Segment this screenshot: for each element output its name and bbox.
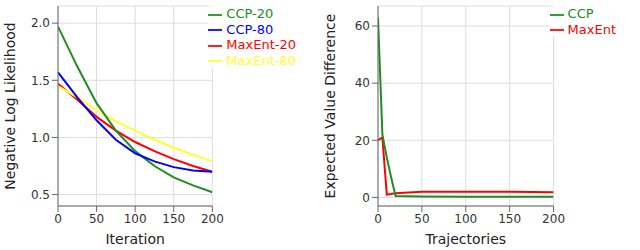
html-text:CCP-80: CCP-80 <box>226 21 274 37</box>
svg-text:200: 200 <box>542 212 565 226</box>
svg-text:60: 60 <box>355 19 370 33</box>
svg-text:1.0: 1.0 <box>31 131 50 145</box>
svg-text:1.5: 1.5 <box>31 74 50 88</box>
svg-text:20: 20 <box>355 134 370 148</box>
svg-text:100: 100 <box>454 212 477 226</box>
svg-text:100: 100 <box>124 212 147 226</box>
svg-text:40: 40 <box>355 76 370 90</box>
svg-text:150: 150 <box>498 212 521 226</box>
svg-text:150: 150 <box>162 212 185 226</box>
html-text:MaxEnt: MaxEnt <box>567 21 616 37</box>
svg-text:2.0: 2.0 <box>31 16 50 30</box>
svg-text:Negative Log Likelihood: Negative Log Likelihood <box>8 22 18 189</box>
svg-text:200: 200 <box>201 212 224 226</box>
svg-text:0: 0 <box>374 212 382 226</box>
svg-text:50: 50 <box>89 212 104 226</box>
svg-text:0: 0 <box>54 212 62 226</box>
svg-text:Iteration: Iteration <box>105 231 164 247</box>
html-text:CCP: CCP <box>567 6 594 21</box>
svg-text:Expected Value Difference: Expected Value Difference <box>322 14 338 199</box>
html-text:CCP-20: CCP-20 <box>226 6 274 21</box>
svg-text:0: 0 <box>362 191 370 205</box>
html-text:MaxEnt-80: MaxEnt-80 <box>226 52 296 68</box>
svg-text:Trajectories: Trajectories <box>424 231 506 247</box>
html-text:MaxEnt-20: MaxEnt-20 <box>226 37 296 52</box>
svg-text:50: 50 <box>414 212 429 226</box>
svg-text:0.5: 0.5 <box>31 188 50 202</box>
